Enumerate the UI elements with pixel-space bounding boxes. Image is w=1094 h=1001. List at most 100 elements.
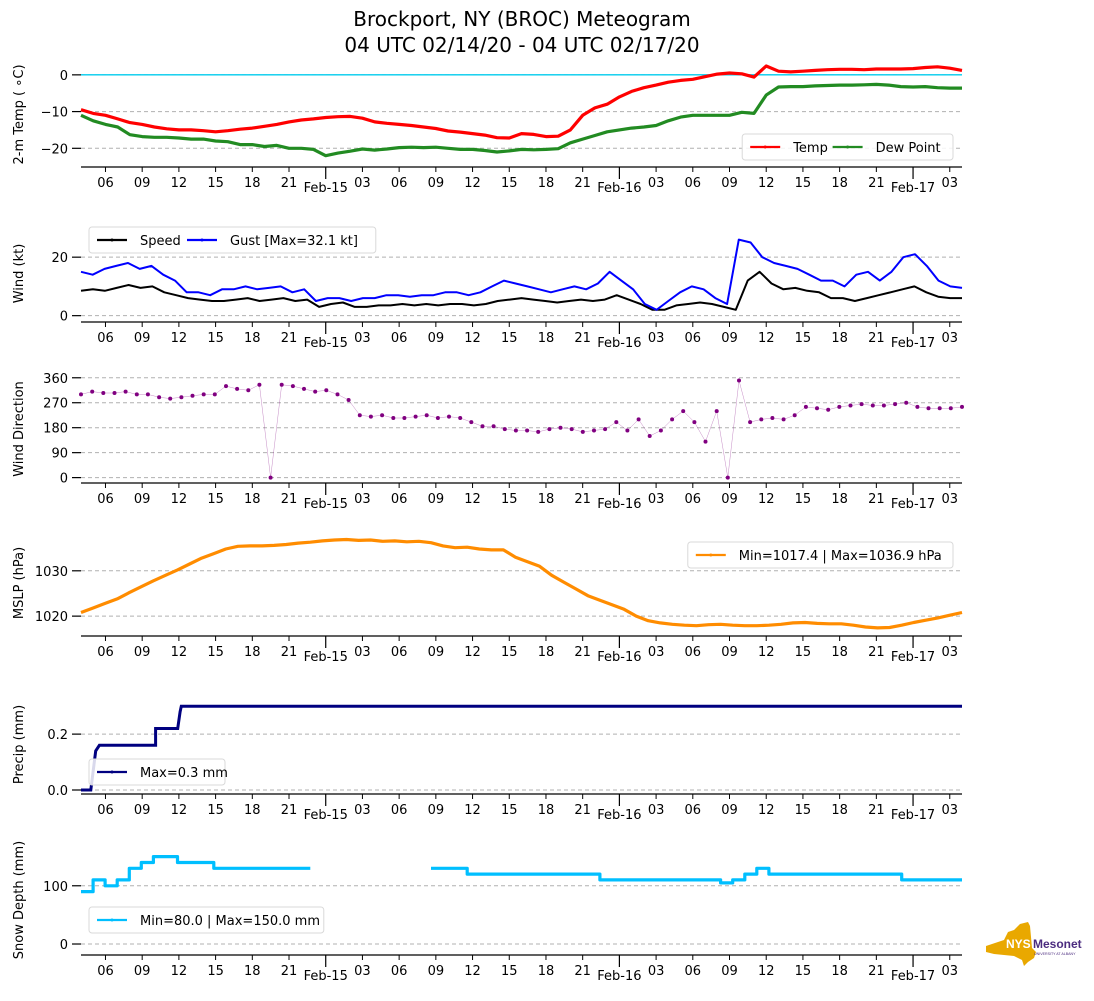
x-hour-label: 12 bbox=[171, 331, 188, 346]
x-hour-label: 21 bbox=[574, 964, 591, 979]
x-hour-label: 21 bbox=[868, 492, 885, 507]
x-date-label: Feb-16 bbox=[597, 808, 641, 823]
data-point bbox=[424, 413, 429, 418]
x-date-label: Feb-16 bbox=[597, 497, 641, 512]
data-point bbox=[815, 406, 819, 411]
panel-wind: 20 0 Wind (kt) 06 09 12 15 18 21 Feb-15 03 06 09 12 15… bbox=[12, 226, 963, 351]
x-hour-label: 18 bbox=[831, 645, 848, 660]
data-point bbox=[770, 416, 775, 420]
x-hour-label: 06 bbox=[685, 492, 702, 507]
data-point bbox=[346, 398, 351, 402]
y-axis-label: 2-m Temp ( ∘C) bbox=[12, 64, 27, 164]
x-hour-label: 09 bbox=[134, 176, 151, 191]
x-hour-label: 09 bbox=[134, 645, 151, 660]
y-tick-label: 90 bbox=[51, 447, 68, 462]
data-point bbox=[937, 406, 942, 411]
x-date-label: Feb-15 bbox=[304, 181, 348, 196]
x-hour-label: 09 bbox=[134, 803, 151, 818]
x-hour-label: 12 bbox=[758, 803, 775, 818]
x-hour-label: 21 bbox=[574, 492, 591, 507]
data-point bbox=[614, 420, 619, 425]
x-date-label: Feb-16 bbox=[597, 969, 641, 984]
x-hour-label: 06 bbox=[685, 964, 702, 979]
panel-mslp: 1030 1020 MSLP (hPa) 06 09 12 15 18 21 Feb-15 03 06… bbox=[12, 537, 963, 665]
x-hour-label: 03 bbox=[648, 492, 665, 507]
y-tick-label: 0 bbox=[60, 472, 68, 487]
legend-box bbox=[88, 226, 377, 254]
x-hour-label: 15 bbox=[501, 964, 518, 979]
legend-label: Speed bbox=[140, 234, 181, 249]
data-point bbox=[592, 428, 596, 433]
data-point bbox=[926, 406, 931, 411]
x-hour-label: 15 bbox=[207, 645, 224, 660]
data-point bbox=[658, 428, 663, 433]
data-point bbox=[748, 420, 753, 425]
data-point bbox=[692, 420, 697, 425]
x-hour-label: 09 bbox=[134, 964, 151, 979]
legend-marker bbox=[110, 918, 114, 922]
legend-label: Gust [Max=32.1 kt] bbox=[230, 234, 358, 249]
x-hour-label: 09 bbox=[428, 331, 445, 346]
y-tick-label: 100 bbox=[43, 880, 68, 895]
new-york-state-shape-icon bbox=[986, 922, 1036, 966]
data-point bbox=[870, 403, 875, 408]
x-hour-label: 06 bbox=[391, 803, 408, 818]
x-hour-label: 03 bbox=[941, 645, 958, 660]
data-point bbox=[502, 427, 507, 432]
data-point bbox=[458, 416, 463, 420]
series-line bbox=[80, 537, 963, 630]
x-hour-label: 03 bbox=[648, 331, 665, 346]
x-hour-label: 18 bbox=[538, 964, 555, 979]
logo-nys-text: NYS bbox=[1006, 937, 1031, 951]
data-point bbox=[79, 392, 83, 397]
chart-title-line1: Brockport, NY (BROC) Meteogram bbox=[353, 7, 691, 31]
x-hour-label: 09 bbox=[428, 176, 445, 191]
data-point bbox=[279, 382, 284, 387]
data-point bbox=[759, 417, 764, 422]
data-point bbox=[469, 420, 474, 425]
x-hour-label: 03 bbox=[648, 964, 665, 979]
x-hour-label: 06 bbox=[97, 492, 114, 507]
legend-label: Min=1017.4 | Max=1036.9 hPa bbox=[739, 549, 942, 564]
x-hour-label: 06 bbox=[97, 964, 114, 979]
data-point bbox=[90, 389, 95, 394]
x-hour-label: 06 bbox=[685, 645, 702, 660]
data-point bbox=[848, 403, 853, 408]
y-tick-label: 0.0 bbox=[47, 784, 68, 799]
data-point bbox=[190, 393, 195, 398]
x-hour-label: 06 bbox=[685, 803, 702, 818]
series-wind-0 bbox=[80, 270, 962, 311]
data-point bbox=[101, 391, 106, 395]
x-date-label: Feb-17 bbox=[891, 650, 935, 665]
x-hour-label: 18 bbox=[244, 176, 261, 191]
x-hour-label: 03 bbox=[941, 331, 958, 346]
x-hour-label: 21 bbox=[574, 331, 591, 346]
chart-title-line2: 04 UTC 02/14/20 - 04 UTC 02/17/20 bbox=[344, 33, 700, 57]
data-point bbox=[268, 475, 273, 480]
x-hour-label: 03 bbox=[941, 492, 958, 507]
data-point bbox=[368, 414, 373, 419]
x-hour-label: 06 bbox=[685, 331, 702, 346]
x-hour-label: 21 bbox=[281, 964, 298, 979]
x-hour-label: 12 bbox=[464, 964, 481, 979]
data-point bbox=[536, 429, 541, 434]
x-date-label: Feb-15 bbox=[304, 808, 348, 823]
data-point bbox=[737, 378, 741, 383]
x-hour-label: 21 bbox=[868, 964, 885, 979]
y-tick-label: 0 bbox=[60, 310, 68, 325]
x-hour-label: 03 bbox=[354, 331, 371, 346]
x-hour-label: 21 bbox=[281, 176, 298, 191]
panel-temp: 0 −10 −20 2-m Temp ( ∘C) 06 09 12 15 18 21 Feb-15 0… bbox=[12, 64, 963, 196]
data-point bbox=[781, 417, 786, 422]
x-hour-label: 03 bbox=[648, 176, 665, 191]
x-hour-label: 21 bbox=[868, 176, 885, 191]
legend-marker bbox=[110, 238, 114, 242]
x-hour-label: 09 bbox=[721, 492, 738, 507]
data-point bbox=[904, 400, 909, 405]
x-hour-label: 09 bbox=[134, 492, 151, 507]
x-date-label: Feb-15 bbox=[304, 650, 348, 665]
y-tick-label: 20 bbox=[51, 251, 68, 266]
panel-precip: 0.2 0.0 Precip (mm) 06 09 12 15 18 21 Feb-15 03 06 0… bbox=[12, 704, 962, 823]
x-hour-label: 06 bbox=[391, 492, 408, 507]
